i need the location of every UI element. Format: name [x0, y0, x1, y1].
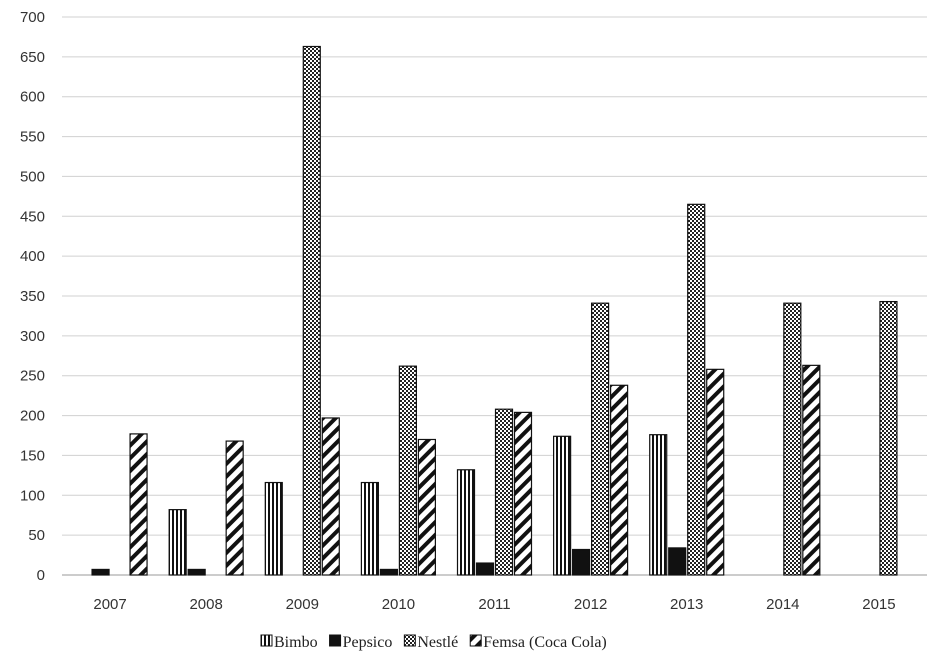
- bar-nestl-2014: [783, 302, 802, 576]
- x-tick-label: 2015: [862, 596, 895, 613]
- bar-femsa-coca-cola-2007: [129, 433, 148, 576]
- y-tick-label: 650: [20, 49, 45, 66]
- x-tick-label: 2009: [286, 596, 319, 613]
- bar-nestl-2011: [494, 408, 514, 576]
- y-axis-ticks: 0 50 100 150 200 250 300 350 400 450 500 550 600 650 7…: [20, 9, 45, 584]
- bar-femsa-coca-cola-2008: [225, 440, 244, 576]
- legend-label: Pepsico: [343, 634, 393, 651]
- bar-nestl-2013: [687, 203, 706, 576]
- y-tick-label: 150: [20, 447, 45, 464]
- bar-pepsico-2013: [668, 547, 687, 576]
- y-tick-label: 0: [37, 567, 45, 584]
- bar-bimbo-2010: [360, 481, 379, 576]
- y-tick-label: 700: [20, 9, 45, 26]
- bar-pepsico-2010: [379, 568, 398, 576]
- bar-pepsico-2011: [475, 562, 495, 576]
- y-tick-label: 450: [20, 208, 45, 225]
- x-axis-ticks: 2007 2008 2009 2010 2011 2012 2013 2014 2015: [93, 596, 895, 613]
- bar-femsa-coca-cola-2011: [513, 411, 533, 576]
- bar-femsa-coca-cola-2013: [706, 368, 725, 576]
- bar-femsa-coca-cola-2009: [321, 417, 340, 576]
- bar-bimbo-2009: [264, 481, 283, 576]
- x-tick-label: 2011: [478, 596, 510, 613]
- bar-pepsico-2012: [572, 548, 591, 576]
- y-tick-label: 350: [20, 288, 45, 305]
- y-tick-label: 500: [20, 168, 45, 185]
- legend-swatch: [403, 634, 416, 647]
- y-tick-label: 300: [20, 328, 45, 345]
- y-tick-label: 50: [28, 527, 45, 544]
- bar-femsa-coca-cola-2014: [802, 364, 821, 576]
- legend: Bimbo Pepsico Nestlé Femsa (Coca Cola): [260, 634, 607, 651]
- legend-swatch: [260, 634, 273, 647]
- legend-swatch: [329, 634, 342, 647]
- x-tick-label: 2013: [670, 596, 703, 613]
- bar-bimbo-2012: [553, 435, 572, 576]
- bar-pepsico-2008: [187, 568, 206, 576]
- legend-label: Femsa (Coca Cola): [483, 634, 607, 651]
- y-tick-label: 100: [20, 487, 45, 504]
- x-tick-label: 2014: [766, 596, 799, 613]
- bar-nestl-2009: [302, 45, 321, 576]
- y-tick-label: 600: [20, 89, 45, 106]
- bars: [91, 45, 898, 576]
- x-tick-label: 2012: [574, 596, 607, 613]
- bar-bimbo-2013: [649, 434, 668, 576]
- bar-bimbo-2008: [168, 509, 187, 576]
- bar-femsa-coca-cola-2010: [417, 438, 436, 576]
- legend-label: Bimbo: [274, 634, 318, 651]
- bar-bimbo-2011: [456, 469, 476, 576]
- x-tick-label: 2007: [93, 596, 126, 613]
- x-tick-label: 2008: [189, 596, 222, 613]
- y-tick-label: 200: [20, 408, 45, 425]
- bar-nestl-2012: [591, 302, 610, 576]
- legend-swatch: [469, 634, 482, 647]
- x-tick-label: 2010: [382, 596, 415, 613]
- bar-nestl-2010: [398, 365, 417, 576]
- bar-nestl-2015: [879, 300, 898, 576]
- legend-label: Nestlé: [417, 634, 458, 651]
- y-tick-label: 400: [20, 248, 45, 265]
- y-tick-label: 550: [20, 129, 45, 146]
- y-tick-label: 250: [20, 368, 45, 385]
- bar-femsa-coca-cola-2012: [610, 384, 629, 576]
- gridlines: [62, 16, 927, 576]
- bar-pepsico-2007: [91, 568, 110, 576]
